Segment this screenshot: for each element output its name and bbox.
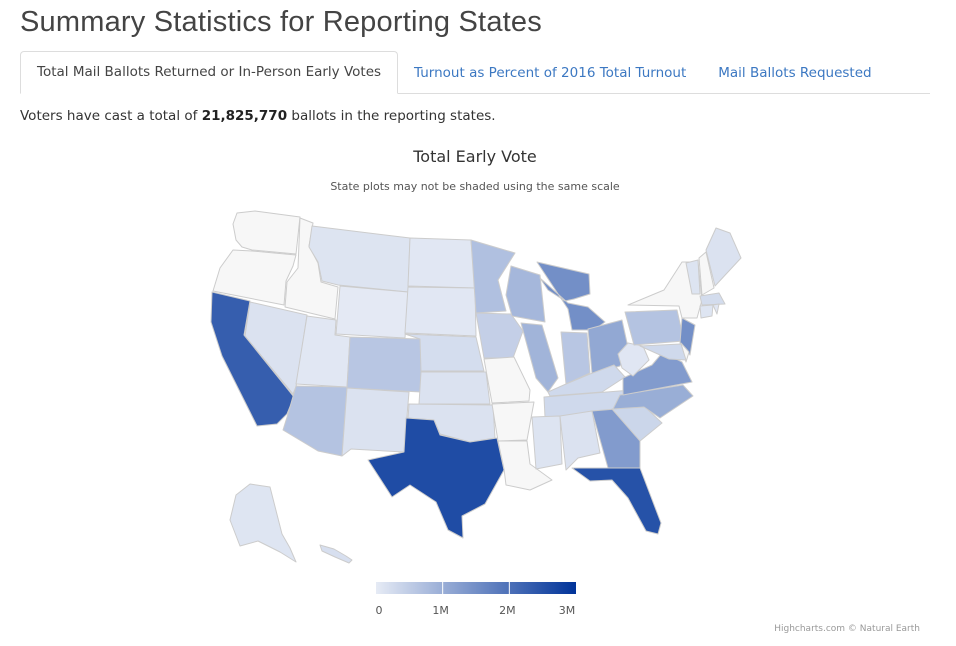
legend-tick-label: 3M bbox=[559, 604, 576, 617]
state-south-dakota[interactable] bbox=[404, 286, 477, 337]
state-hawaii[interactable] bbox=[319, 544, 353, 564]
tab-total-mail-ballots[interactable]: Total Mail Ballots Returned or In-Person… bbox=[20, 51, 399, 94]
state-arkansas[interactable] bbox=[491, 401, 535, 442]
legend-tick-label: 2M bbox=[499, 604, 516, 617]
legend-gradient-bar bbox=[376, 582, 576, 594]
chart-title: Total Early Vote bbox=[412, 147, 537, 166]
state-louisiana[interactable] bbox=[497, 440, 553, 491]
state-florida[interactable] bbox=[571, 467, 662, 535]
tab-turnout-percent[interactable]: Turnout as Percent of 2016 Total Turnout bbox=[414, 65, 687, 81]
page-title: Summary Statistics for Reporting States bbox=[20, 6, 542, 38]
state-washington[interactable] bbox=[232, 210, 301, 255]
state-maine[interactable] bbox=[705, 227, 742, 287]
state-west-virginia[interactable] bbox=[617, 342, 650, 377]
state-illinois[interactable] bbox=[520, 322, 559, 393]
state-rhode-island[interactable] bbox=[712, 303, 720, 315]
state-colorado[interactable] bbox=[346, 336, 422, 393]
state-montana[interactable] bbox=[308, 225, 411, 293]
state-california[interactable] bbox=[210, 291, 295, 427]
state-massachusetts[interactable] bbox=[699, 292, 726, 306]
state-indiana[interactable] bbox=[560, 331, 591, 385]
chart-subtitle: State plots may not be shaded using the … bbox=[330, 180, 620, 193]
summary-total: 21,825,770 bbox=[201, 108, 288, 124]
state-connecticut[interactable] bbox=[699, 304, 714, 319]
states-layer bbox=[210, 210, 742, 564]
state-oregon[interactable] bbox=[212, 249, 297, 306]
state-new-hampshire[interactable] bbox=[698, 251, 715, 296]
legend-tick-label: 0 bbox=[376, 604, 383, 617]
state-mississippi[interactable] bbox=[531, 415, 563, 470]
state-arizona[interactable] bbox=[282, 385, 348, 457]
state-vermont[interactable] bbox=[685, 259, 701, 295]
tab-bar: Total Mail Ballots Returned or In-Person… bbox=[20, 51, 930, 94]
state-pennsylvania[interactable] bbox=[624, 309, 685, 346]
state-texas[interactable] bbox=[367, 417, 505, 539]
state-wyoming[interactable] bbox=[335, 285, 409, 339]
state-alabama[interactable] bbox=[559, 410, 601, 471]
chart-credits[interactable]: Highcharts.com © Natural Earth bbox=[774, 624, 920, 634]
tab-mail-ballots-requested[interactable]: Mail Ballots Requested bbox=[718, 65, 872, 81]
state-wisconsin[interactable] bbox=[505, 265, 546, 323]
state-north-dakota[interactable] bbox=[407, 237, 476, 289]
state-virginia[interactable] bbox=[622, 351, 693, 396]
state-alaska[interactable] bbox=[229, 483, 297, 563]
summary-suffix: ballots in the reporting states. bbox=[291, 108, 496, 124]
state-missouri[interactable] bbox=[483, 356, 531, 404]
state-nebraska[interactable] bbox=[404, 333, 485, 372]
legend-tick-label: 1M bbox=[432, 604, 449, 617]
summary-prefix: Voters have cast a total of bbox=[20, 108, 198, 124]
state-michigan[interactable] bbox=[536, 261, 606, 331]
state-minnesota[interactable] bbox=[470, 239, 516, 314]
summary-text: Voters have cast a total of 21,825,770 b… bbox=[20, 108, 496, 124]
state-iowa[interactable] bbox=[475, 312, 524, 359]
state-maryland[interactable] bbox=[639, 343, 687, 361]
state-kansas[interactable] bbox=[418, 371, 491, 405]
state-new-mexico[interactable] bbox=[341, 387, 410, 457]
color-legend: 0 1M 2M 3M bbox=[376, 582, 576, 617]
